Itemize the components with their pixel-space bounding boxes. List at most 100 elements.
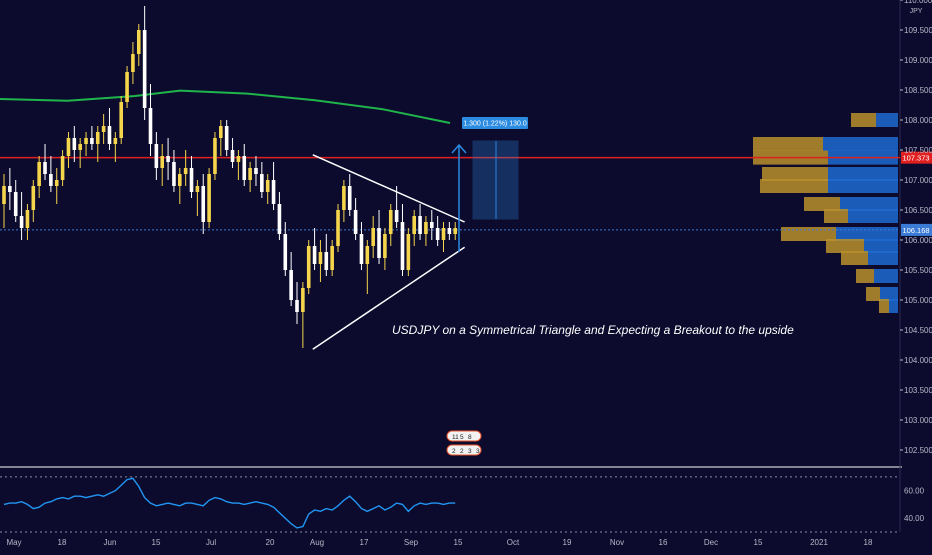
candle-body bbox=[154, 144, 159, 168]
indicator-badges[interactable]: 11 5 82 2 3 3 bbox=[446, 430, 482, 456]
rsi-panel: 60.00 40.00 bbox=[0, 476, 925, 533]
candle-body bbox=[25, 210, 30, 228]
price-tick-label: 110.000 bbox=[904, 0, 932, 5]
date-tick-label: Oct bbox=[507, 538, 520, 547]
moving-average-line bbox=[0, 89, 451, 124]
candle-body bbox=[160, 156, 165, 168]
candle-body bbox=[324, 252, 329, 270]
projection-label: 1.300 (1.22%) 130.0 bbox=[463, 121, 527, 128]
volume-profile-up-bar bbox=[874, 269, 898, 283]
volume-profile-down-bar bbox=[866, 287, 880, 301]
volume-profile-up-bar bbox=[836, 227, 898, 241]
candle-body bbox=[172, 162, 176, 186]
indicator-badge-row[interactable] bbox=[446, 444, 482, 456]
date-tick-label: 18 bbox=[864, 538, 873, 547]
volume-profile-up-bar bbox=[848, 209, 898, 223]
projection-arrow-head bbox=[451, 143, 467, 154]
price-tick-label: 109.000 bbox=[904, 56, 932, 65]
candle-body bbox=[2, 186, 6, 204]
candle-body bbox=[236, 156, 241, 162]
candle-body bbox=[183, 168, 188, 174]
price-tick-label: 103.500 bbox=[904, 386, 932, 395]
candle-body bbox=[148, 108, 153, 144]
date-tick-label: 20 bbox=[266, 538, 275, 547]
volume-profile-up-bar bbox=[864, 239, 898, 253]
price-tick-label: 105.500 bbox=[904, 266, 932, 275]
candle-body bbox=[371, 228, 375, 246]
candle-body bbox=[342, 186, 346, 210]
date-tick-label: Aug bbox=[310, 538, 324, 547]
candle-body bbox=[136, 30, 141, 54]
candle-body bbox=[78, 144, 82, 150]
projection-tool[interactable]: 1.300 (1.22%) 130.0 bbox=[451, 117, 528, 252]
candle-body bbox=[72, 138, 77, 150]
candle-body bbox=[242, 156, 247, 180]
indicator-badge-value: 3 bbox=[468, 448, 472, 455]
candle-body bbox=[295, 300, 299, 312]
time-axis[interactable]: May 18 Jun 15 Jul 20 Aug 17 Sep 15 Oct 19 Nov 16 Dec 15… bbox=[6, 538, 873, 547]
indicator-badge-row[interactable] bbox=[446, 430, 482, 442]
volume-profile-down-bar bbox=[760, 179, 828, 193]
date-tick-label: 15 bbox=[152, 538, 161, 547]
indicator-badge-value: 8 bbox=[468, 434, 472, 441]
price-tick-label: 106.000 bbox=[904, 236, 932, 245]
candle-body bbox=[265, 180, 270, 192]
candle-body bbox=[95, 132, 100, 144]
price-tick-label: 107.000 bbox=[904, 176, 932, 185]
candle-body bbox=[131, 54, 135, 72]
date-tick-label: 15 bbox=[454, 538, 463, 547]
date-tick-label: 16 bbox=[659, 538, 668, 547]
candle-body bbox=[84, 138, 88, 144]
candle-body bbox=[429, 222, 434, 228]
candle-body bbox=[447, 228, 452, 234]
triangle-upper-line[interactable] bbox=[312, 154, 465, 223]
volume-profile bbox=[753, 113, 898, 313]
indicator-badge-value: 3 bbox=[476, 448, 480, 455]
candle-body bbox=[49, 174, 53, 186]
candle-body bbox=[142, 30, 147, 108]
triangle-drawing[interactable] bbox=[312, 154, 466, 350]
date-tick-label: Sep bbox=[404, 538, 419, 547]
candle-body bbox=[289, 270, 293, 300]
volume-profile-up-bar bbox=[828, 179, 898, 193]
candle-body bbox=[318, 252, 323, 264]
date-tick-label: Jun bbox=[104, 538, 117, 547]
volume-profile-up-bar bbox=[889, 299, 898, 313]
candle-body bbox=[125, 72, 129, 102]
candle-body bbox=[330, 246, 334, 270]
volume-profile-down-bar bbox=[851, 113, 876, 127]
candle-body bbox=[195, 186, 200, 192]
price-tick-label: 102.500 bbox=[904, 446, 932, 455]
candle-body bbox=[207, 174, 211, 222]
projection-label-background bbox=[462, 117, 528, 129]
candle-body bbox=[406, 234, 411, 270]
volume-profile-down-bar bbox=[856, 269, 874, 283]
currency-label: JPY bbox=[910, 8, 923, 15]
price-tick-label: 108.500 bbox=[904, 86, 932, 95]
price-tick-label: 103.000 bbox=[904, 416, 932, 425]
volume-profile-up-bar bbox=[840, 197, 898, 211]
candle-body bbox=[13, 192, 18, 216]
candle-body bbox=[359, 234, 364, 264]
price-tick-label: 107.500 bbox=[904, 146, 932, 155]
volume-profile-down-bar bbox=[841, 251, 868, 265]
volume-profile-down-bar bbox=[804, 197, 840, 211]
price-tick-label: 105.000 bbox=[904, 296, 932, 305]
candle-body bbox=[119, 102, 123, 138]
volume-profile-down-bar bbox=[762, 167, 828, 181]
price-tick-label: 108.000 bbox=[904, 116, 932, 125]
resistance-label: 107.373 bbox=[902, 154, 929, 163]
candle-body bbox=[435, 228, 440, 240]
triangle-lower-line[interactable] bbox=[312, 246, 466, 350]
candle-body bbox=[271, 180, 276, 204]
resistance-label-bg bbox=[901, 151, 932, 164]
moving-average-layer bbox=[0, 89, 451, 124]
date-tick-label: Nov bbox=[610, 538, 624, 547]
price-axis[interactable]: 110.000 109.500 109.000 108.500 108.000 107.5… bbox=[900, 0, 932, 455]
price-tick-label: 104.500 bbox=[904, 326, 932, 335]
volume-profile-down-bar bbox=[826, 239, 864, 253]
price-tick-label: 109.500 bbox=[904, 26, 932, 35]
indicator-badge-value: 2 bbox=[460, 448, 464, 455]
candle-body bbox=[260, 174, 264, 192]
price-tick-label: 106.500 bbox=[904, 206, 932, 215]
